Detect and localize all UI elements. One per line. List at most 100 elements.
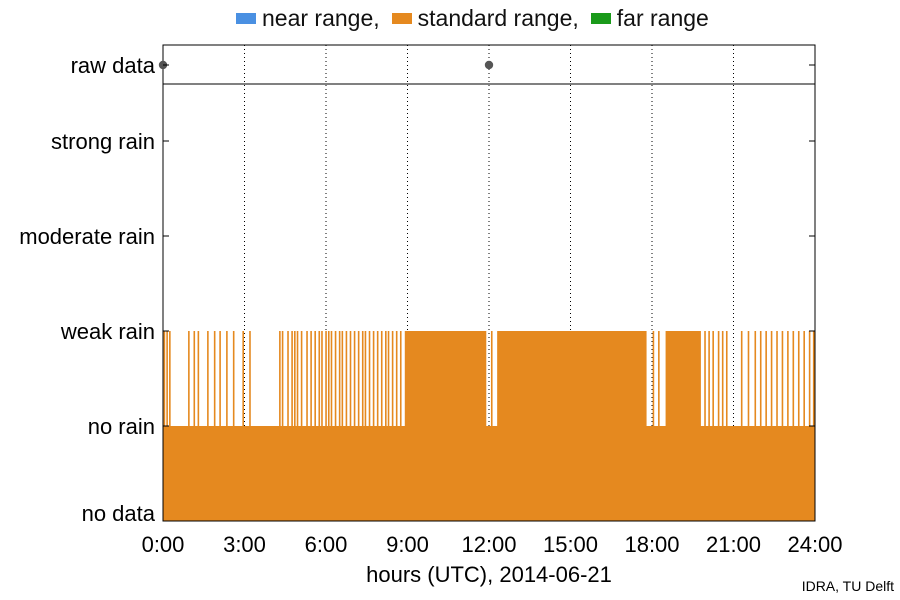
data-spike-weak-rain	[334, 331, 337, 426]
legend-label-standard: standard range,	[417, 4, 579, 31]
data-spike-weak-rain	[318, 331, 321, 426]
data-spike-weak-rain	[792, 331, 795, 426]
x-tick-label: 21:00	[706, 532, 761, 557]
data-spike-weak-rain	[361, 331, 364, 426]
x-axis-label: hours (UTC), 2014-06-21	[366, 562, 612, 587]
data-spike-weak-rain	[658, 331, 660, 426]
data-spike-weak-rain	[704, 331, 706, 426]
data-spike-weak-rain	[349, 331, 352, 426]
y-tick-label: weak rain	[60, 319, 155, 344]
data-spike-weak-rain	[391, 331, 394, 426]
data-spike-weak-rain	[207, 331, 209, 426]
raw-data-marker	[484, 60, 494, 70]
data-spike-weak-rain	[808, 331, 811, 426]
data-spike-weak-rain	[193, 331, 196, 426]
x-tick-label: 0:00	[142, 532, 185, 557]
credit-text: IDRA, TU Delft	[801, 578, 894, 594]
data-spike-weak-rain	[387, 331, 390, 426]
data-spike-weak-rain	[325, 331, 327, 426]
data-spike-weak-rain	[708, 331, 710, 426]
data-spike-weak-rain	[776, 331, 778, 426]
data-spike-weak-rain	[385, 331, 387, 426]
data-spike-weak-rain	[188, 331, 190, 426]
data-spike-weak-rain	[291, 331, 293, 426]
data-spike-weak-rain	[197, 331, 200, 426]
legend: near range, standard range, far range	[236, 4, 721, 32]
data-spike-weak-rain	[395, 331, 398, 426]
data-spike-weak-rain	[368, 331, 371, 426]
data-spike-weak-rain	[797, 331, 800, 426]
data-spike-weak-rain	[169, 331, 171, 426]
data-spike-weak-rain	[281, 331, 284, 426]
data-spike-weak-rain	[372, 331, 375, 426]
data-spike-weak-rain	[759, 331, 762, 426]
data-spike-weak-rain	[327, 331, 330, 426]
data-spike-weak-rain	[226, 331, 228, 426]
data-spike-weak-rain	[803, 331, 805, 426]
data-spike-weak-rain	[712, 331, 714, 426]
data-spike-weak-rain	[353, 331, 356, 426]
data-spike-weak-rain	[717, 331, 720, 426]
y-tick-label: no data	[82, 501, 156, 526]
data-spike-weak-rain	[725, 331, 728, 426]
x-tick-label: 6:00	[305, 532, 348, 557]
x-tick-label: 3:00	[223, 532, 266, 557]
data-spike-weak-rain	[279, 331, 281, 426]
data-spike-weak-rain	[787, 331, 789, 426]
data-spike-weak-rain	[300, 331, 303, 426]
data-spike-weak-rain	[338, 331, 341, 426]
data-spike-weak-rain	[721, 331, 724, 426]
legend-label-far: far range	[616, 4, 709, 31]
x-tick-label: 18:00	[624, 532, 679, 557]
x-tick-label: 12:00	[461, 532, 516, 557]
data-spike-weak-rain	[306, 331, 308, 426]
data-spike-weak-rain	[781, 331, 784, 426]
y-tick-label: strong rain	[51, 129, 155, 154]
data-spike-weak-rain	[652, 331, 655, 426]
data-spike-weak-rain	[380, 331, 383, 426]
data-spike-weak-rain	[345, 331, 348, 426]
data-spike-weak-rain	[747, 331, 750, 426]
data-spike-weak-rain	[166, 331, 168, 426]
data-spike-weak-rain	[341, 331, 344, 426]
y-tick-label: raw data	[71, 53, 156, 78]
x-tick-label: 24:00	[787, 532, 842, 557]
legend-swatch-far	[590, 12, 611, 24]
data-spike-weak-rain	[296, 331, 299, 426]
data-spike-weak-rain	[242, 331, 244, 426]
data-area-weak-rain	[404, 331, 487, 426]
data-area-no-rain	[163, 426, 815, 521]
data-area-weak-rain	[497, 331, 647, 426]
data-spike-weak-rain	[765, 331, 767, 426]
plot-frame	[162, 44, 816, 522]
data-spike-weak-rain	[314, 331, 316, 426]
data-spike-weak-rain	[321, 331, 323, 426]
data-spike-weak-rain	[376, 331, 379, 426]
data-area-weak-rain	[665, 331, 701, 426]
data-spike-weak-rain	[754, 331, 757, 426]
y-tick-label: moderate rain	[19, 224, 155, 249]
legend-item-standard: standard range,	[391, 4, 579, 32]
data-spike-weak-rain	[213, 331, 216, 426]
data-spike-weak-rain	[490, 331, 493, 426]
data-spike-weak-rain	[232, 331, 235, 426]
data-spike-weak-rain	[357, 331, 360, 426]
y-tick-label: no rain	[88, 414, 155, 439]
legend-label-near: near range,	[262, 4, 380, 31]
legend-swatch-near	[236, 12, 256, 24]
legend-item-near: near range,	[236, 5, 380, 32]
data-spike-weak-rain	[287, 331, 289, 426]
data-spike-weak-rain	[740, 331, 743, 426]
data-spike-weak-rain	[399, 331, 402, 426]
data-spike-weak-rain	[330, 331, 333, 426]
data-spike-weak-rain	[294, 331, 296, 426]
x-tick-label: 9:00	[386, 532, 429, 557]
x-tick-label: 15:00	[543, 532, 598, 557]
data-spike-weak-rain	[163, 331, 166, 426]
data-spike-weak-rain	[770, 331, 773, 426]
data-spike-weak-rain	[812, 331, 815, 426]
legend-swatch-standard	[391, 12, 412, 24]
data-spike-weak-rain	[219, 331, 221, 426]
legend-item-far: far range	[590, 4, 709, 32]
